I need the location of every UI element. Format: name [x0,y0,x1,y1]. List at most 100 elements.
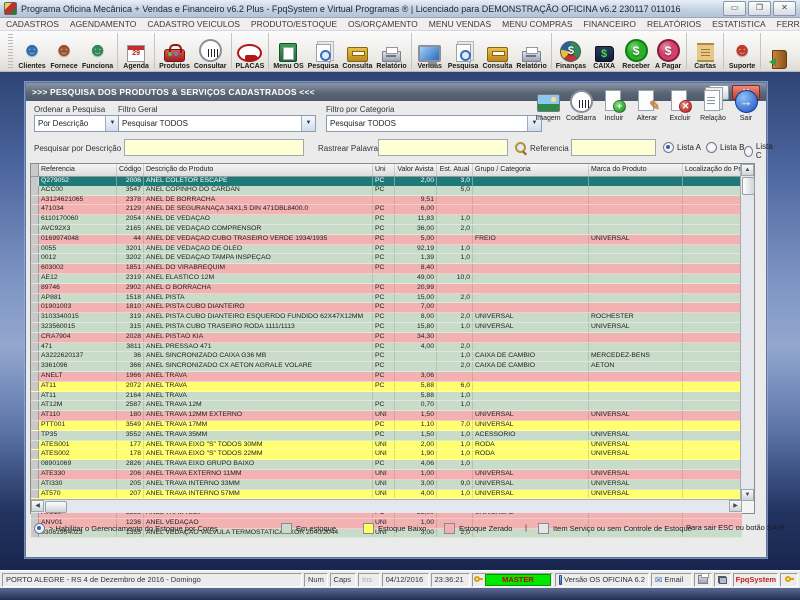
menu-item-relat-rios[interactable]: RELATÓRIOS [646,19,702,29]
table-row[interactable]: 3103340015 319 ANEL PISTA CUBO DIANTEIRO E… [31,313,742,323]
codbarra-button[interactable]: CodBarra [566,89,596,122]
row-selector[interactable] [31,224,39,234]
row-selector[interactable] [31,177,39,186]
row-selector[interactable] [31,244,39,254]
relatorio-vendas-button[interactable]: Relatório [514,31,548,71]
clientes-button[interactable]: ☻ Clientes [16,31,48,71]
table-row[interactable]: 08901069 2826 ANEL TRAVA EIXO GRUPO BAIXO P… [31,460,742,470]
table-row[interactable]: 01901003 1810 ANEL PISTA CUBO DIANTEIRO PC 7… [31,303,742,314]
table-row[interactable]: 0055 3201 ANEL DE VEDAÇÃO DE ÓLEO PC 92,19 1,… [31,244,742,255]
rastrear-palavras-input[interactable] [378,139,508,156]
table-row[interactable]: A3124621065 2378 ANEL DE BORRACHA 9,51 [31,195,742,206]
table-row[interactable]: ACC00 3547 ANEL COPINHO DO CARDAN PC 5,0 [31,185,742,196]
vertical-scrollbar[interactable]: ▲ ▼ [740,164,755,501]
column-header-descricao[interactable]: Descrição do Produto [144,164,373,176]
excluir-button[interactable]: ✕ Excluir [665,89,695,122]
table-row[interactable]: 6110170060 2054 ANEL DE VEDAÇÃO PC 11,83 1,0 [31,215,742,225]
table-row[interactable]: 323560015 315 ANEL PISTA CUBO TRASEIRO ROD… [31,322,742,333]
lista-c-radio[interactable]: Lista C [744,142,775,160]
table-row[interactable]: Q279052 2006 ANEL COLETOR ESCAPE PC 2,00 3,0 [31,177,742,186]
row-selector[interactable] [31,362,39,371]
row-selector[interactable] [31,254,39,264]
row-selector[interactable] [31,469,39,479]
imagem-button[interactable]: Imagem [533,89,563,122]
row-selector[interactable] [31,283,39,293]
row-selector[interactable] [31,489,39,499]
menu-item-menu-vendas[interactable]: MENU VENDAS [428,19,492,29]
row-selector[interactable] [31,303,39,313]
agenda-button[interactable]: 29 Agenda [120,31,152,71]
menu-item-menu-compras[interactable]: MENU COMPRAS [502,19,573,29]
table-row[interactable]: ATES002 178 ANEL TRAVA EIXO "S" TODOS 22MM… [31,450,742,461]
table-row[interactable]: ATI330 205 ANEL TRAVA INTERNO 33MM UNI 3,00 9… [31,479,742,490]
menu-os-button[interactable]: ✎ Menu OS [271,31,305,71]
column-header-valor-avista[interactable]: Valor Avista [395,164,437,176]
alterar-button[interactable]: ✎ Alterar [632,89,662,122]
minimize-button[interactable]: ▭ [723,1,746,16]
scroll-right-button[interactable]: ▶ [729,500,742,512]
column-header-codigo[interactable]: Código [117,164,144,176]
row-selector[interactable] [31,460,39,469]
row-selector[interactable] [31,479,39,489]
sair-app-button[interactable] [763,31,795,71]
menu-item-ferramentas[interactable]: FERRAMENTAS [776,19,800,29]
table-row[interactable]: A3222620137 36 ANEL SINCRONIZADO CAIXA G36… [31,352,742,363]
row-selector[interactable] [31,332,39,342]
row-selector[interactable] [31,195,39,205]
column-header-grupo-categoria[interactable]: Grupo / Categoria [473,164,589,176]
row-selector[interactable] [31,401,39,411]
table-row[interactable]: AT110 180 ANEL TRAVA 12MM EXTERNO UNI 1,50 UN… [31,411,742,421]
column-header-est-atual[interactable]: Est. Atual [437,164,473,176]
row-selector[interactable] [31,381,39,391]
status-lock-button[interactable] [780,572,799,587]
row-selector[interactable] [31,322,39,332]
row-selector[interactable] [31,371,39,381]
menu-item-financeiro[interactable]: FINANCEIRO [583,19,636,29]
pesquisar-descricao-input[interactable] [124,139,304,156]
placas-button[interactable]: PLACAS [234,31,267,71]
column-header-uni[interactable]: Uni [373,164,395,176]
horizontal-scrollbar[interactable]: ◀ ▶ [31,499,742,513]
row-selector[interactable] [31,234,39,244]
table-row[interactable]: 603002 1851 ANEL DO VIRABREQUIM PC 8,40 [31,264,742,274]
maximize-button[interactable]: ❐ [748,1,771,16]
incluir-button[interactable]: + Incluir [599,89,629,122]
row-selector[interactable] [31,411,39,420]
vendas-button[interactable]: Vendas [414,31,446,71]
consulta-vendas-button[interactable]: Consulta [480,31,514,71]
consultar-button[interactable]: Consultar [192,31,229,71]
table-row[interactable]: 471034 2129 ANEL DE SEGURANAÇA 34X1,5 DIN … [31,205,742,216]
table-row[interactable]: AP881 1518 ANEL PISTA PC 15,00 2,0 [31,293,742,304]
pesquisa-os-button[interactable]: Pesquisa [306,31,341,71]
referencia-input[interactable] [571,139,656,156]
fornecedores-button[interactable]: ☻ Fornece [48,31,80,71]
table-row[interactable]: TP35 3552 ANEL TRAVA 35MM PC 1,50 1,0 ACESSORI… [31,430,742,441]
menu-item-produto-estoque[interactable]: PRODUTO/ESTOQUE [250,19,338,29]
menu-item-cadastro-veiculos[interactable]: CADASTRO VEICULOS [147,19,240,29]
suporte-button[interactable]: ☻ Suporte [726,31,758,71]
funcionarios-button[interactable]: ☻ Funciona [80,31,115,71]
filtro-categoria-select[interactable]: Pesquisar TODOS [326,115,542,132]
row-selector[interactable] [31,352,39,362]
receber-button[interactable]: $ Receber [620,31,652,71]
table-row[interactable]: 89746 2902 ANEL O BORRACHA PC 20,99 [31,283,742,294]
table-row[interactable]: AT12M 2587 ANEL TRAVA 12M PC 0,70 1,0 [31,401,742,412]
a-pagar-button[interactable]: $ A Pagar [652,31,684,71]
table-row[interactable]: PTT001 3549 ANEL TRAVA 17MM PC 1,10 7,0 UNIVER… [31,420,742,431]
produtos-button[interactable]: Produtos [157,31,192,71]
relatorio-os-button[interactable]: Relatório [374,31,408,71]
table-row[interactable]: AT11 2072 ANEL TRAVA PC 5,88 6,0 [31,381,742,392]
pesquisa-vendas-button[interactable]: Pesquisa [446,31,481,71]
row-selector[interactable] [31,342,39,352]
row-selector[interactable] [31,293,39,303]
row-selector[interactable] [31,273,39,283]
caixa-button[interactable]: $ CAIXA [588,31,620,71]
color-management-toggle[interactable]: > Habilitar o Gerenciamento do Estoque p… [34,523,218,534]
scroll-down-button[interactable]: ▼ [741,489,754,501]
menu-item-os-or-amento[interactable]: OS/ORÇAMENTO [348,19,418,29]
scroll-left-button[interactable]: ◀ [31,500,44,512]
scroll-up-button[interactable]: ▲ [741,164,754,176]
column-header-marca[interactable]: Marca do Produto [589,164,683,176]
row-selector[interactable] [31,264,39,273]
table-row[interactable]: AT11 2164 ANEL TRAVA 5,88 1,0 [31,391,742,402]
